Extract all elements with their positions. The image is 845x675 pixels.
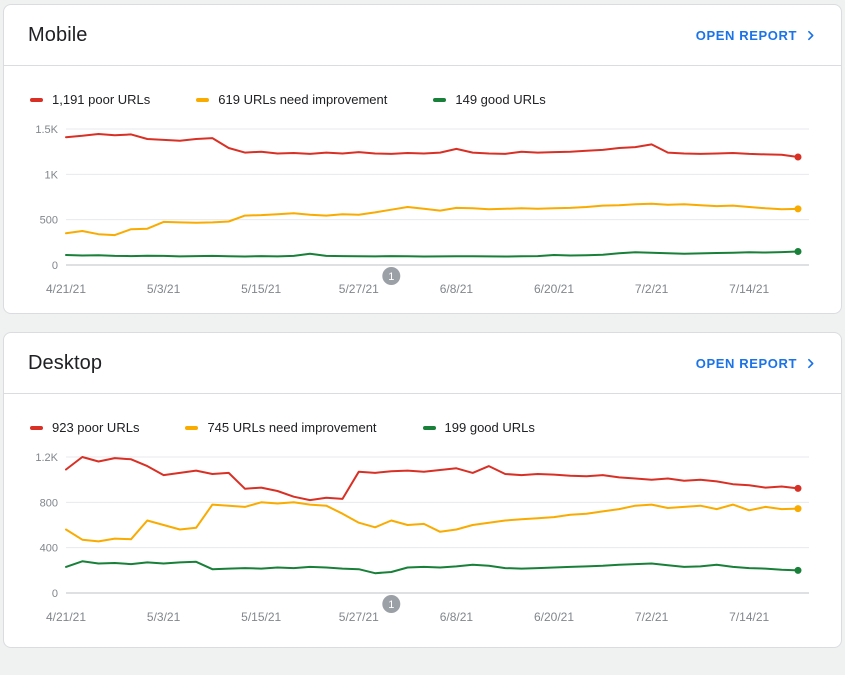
legend-label-needs-improvement: 619 URLs need improvement [218, 92, 388, 107]
legend-label-needs-improvement: 745 URLs need improvement [207, 420, 377, 435]
x-axis-label: 7/14/21 [729, 610, 769, 624]
y-axis-label: 1.2K [35, 452, 58, 464]
series-end-dot [794, 566, 802, 574]
report-page: Mobile OPEN REPORT 1,191 poor URLs 619 U… [3, 4, 842, 648]
annotation-badge[interactable] [382, 595, 401, 613]
legend-desktop: 923 poor URLs 745 URLs need improvement … [4, 420, 841, 435]
card-divider [4, 393, 841, 394]
x-axis-label: 5/3/21 [147, 610, 181, 624]
legend-item-poor-urls[interactable]: 1,191 poor URLs [30, 92, 150, 107]
y-axis-label: 400 [40, 543, 58, 555]
series-line-good-urls[interactable] [65, 560, 799, 575]
legend-item-needs-improvement[interactable]: 745 URLs need improvement [185, 420, 377, 435]
x-axis-label: 5/3/21 [147, 282, 181, 296]
open-report-link-desktop[interactable]: OPEN REPORT [696, 356, 817, 371]
chevron-right-icon [808, 30, 814, 40]
series-line-good-urls[interactable] [65, 250, 799, 258]
legend-swatch-needs-improvement [196, 97, 210, 102]
x-axis-label: 6/20/21 [534, 610, 574, 624]
series-end-dot [794, 205, 802, 213]
x-axis-label: 6/8/21 [440, 282, 474, 296]
y-axis-label: 500 [40, 215, 58, 227]
series-end-dot [794, 153, 802, 161]
legend-label-good: 199 good URLs [444, 420, 535, 435]
y-axis-label: 0 [52, 588, 58, 600]
series-end-dot [794, 248, 802, 255]
y-axis-label: 1.5K [35, 124, 58, 136]
card-title-mobile: Mobile [28, 23, 88, 46]
series-line-urls-need-improvement[interactable] [65, 501, 799, 543]
series-line-poor-urls[interactable] [65, 456, 799, 502]
y-axis-label: 0 [52, 260, 58, 272]
x-axis-label: 4/21/21 [46, 282, 86, 296]
series-end-dot [794, 505, 802, 513]
legend-swatch-poor [30, 425, 43, 430]
x-axis-label: 4/21/21 [46, 610, 86, 624]
card-title-desktop: Desktop [28, 351, 103, 374]
legend-item-good-urls[interactable]: 199 good URLs [422, 420, 535, 435]
series-line-urls-need-improvement[interactable] [65, 202, 799, 237]
x-axis-label: 5/15/21 [241, 282, 281, 296]
chart-area-desktop: 0 400 800 1.2K 4/21/21 5/3/21 5/15/21 5/27/21 6/… [4, 445, 841, 647]
annotation-badge[interactable] [382, 267, 401, 285]
legend-item-good-urls[interactable]: 149 good URLs [433, 92, 546, 107]
mobile-card-header: Mobile OPEN REPORT [4, 5, 841, 65]
chart-area-mobile: 0 500 1K 1.5K 4/21/21 5/3/21 5/15/21 5/27/21 6/8… [4, 117, 841, 313]
y-axis-label: 800 [40, 497, 58, 509]
legend-item-needs-improvement[interactable]: 619 URLs need improvement [196, 92, 387, 107]
series-end-dot [794, 484, 802, 492]
y-axis-label: 1K [45, 169, 59, 181]
open-report-label: OPEN REPORT [695, 355, 797, 371]
chevron-right-icon [808, 358, 814, 368]
open-report-label: OPEN REPORT [695, 27, 797, 43]
mobile-chart[interactable]: 0 500 1K 1.5K 4/21/21 5/3/21 5/15/21 5/27/21 6/8… [20, 117, 825, 309]
legend-label-poor: 923 poor URLs [52, 420, 140, 435]
legend-label-good: 149 good URLs [455, 92, 546, 107]
desktop-chart[interactable]: 0 400 800 1.2K 4/21/21 5/3/21 5/15/21 5/27/21 6/… [20, 445, 825, 637]
x-axis-label: 7/2/21 [635, 282, 669, 296]
x-axis-label: 6/8/21 [440, 610, 474, 624]
legend-swatch-needs-improvement [185, 425, 199, 430]
x-axis-label: 5/15/21 [241, 610, 281, 624]
legend-swatch-poor [30, 97, 43, 102]
open-report-link-mobile[interactable]: OPEN REPORT [696, 28, 817, 43]
desktop-card-header: Desktop OPEN REPORT [4, 333, 841, 393]
legend-item-poor-urls[interactable]: 923 poor URLs [30, 420, 139, 435]
legend-mobile: 1,191 poor URLs 619 URLs need improvemen… [4, 92, 841, 107]
legend-swatch-good [422, 425, 436, 430]
x-axis-label: 5/27/21 [339, 610, 379, 624]
x-axis-label: 7/14/21 [729, 282, 769, 296]
series-line-poor-urls[interactable] [65, 133, 799, 158]
desktop-card: Desktop OPEN REPORT 923 poor URLs 745 UR… [3, 332, 842, 648]
card-divider [4, 65, 841, 66]
annotation-badge-label: 1 [388, 599, 394, 611]
mobile-card: Mobile OPEN REPORT 1,191 poor URLs 619 U… [3, 4, 842, 314]
legend-swatch-good [433, 97, 447, 102]
x-axis-label: 5/27/21 [339, 282, 379, 296]
x-axis-label: 7/2/21 [635, 610, 669, 624]
annotation-badge-label: 1 [388, 271, 394, 283]
x-axis-label: 6/20/21 [534, 282, 574, 296]
legend-label-poor: 1,191 poor URLs [52, 92, 151, 107]
